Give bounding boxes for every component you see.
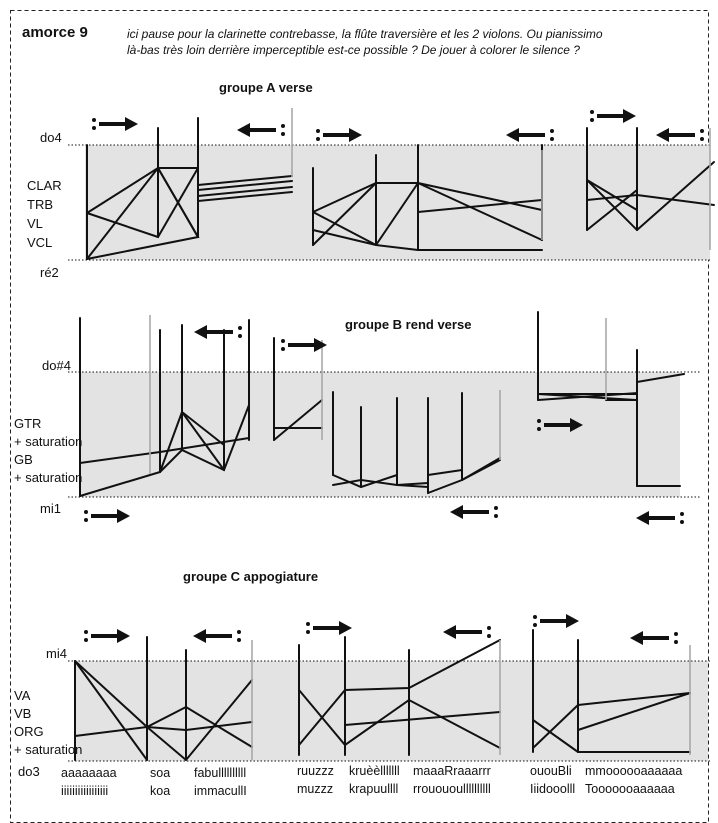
repeat-end-arrow-icon [506, 128, 554, 142]
instruction-note-line-2: là-bas très loin derrière imperceptible … [127, 43, 580, 57]
syllable-top: maaaRraaarrr [413, 764, 491, 778]
repeat-start-arrow-icon [590, 109, 636, 123]
repeat-start-arrow-icon [84, 629, 130, 643]
repeat-start-arrow-icon [533, 614, 579, 628]
group-c-instrument-1: VA [14, 688, 31, 703]
syllable-bottom: iiiiiiiiiiiiiiiii [61, 784, 109, 798]
syllable-bottom: immacullI [194, 784, 247, 798]
repeat-end-arrow-icon [450, 505, 498, 519]
group-c-top-pitch: mi4 [46, 646, 67, 661]
group-a-staff [68, 108, 715, 261]
group-c-band [75, 661, 708, 761]
repeat-end-arrow-icon [630, 631, 678, 645]
group-c-instrument-2: VB [14, 706, 32, 721]
syllable-bottom: rrouououllllllllll [413, 782, 491, 796]
group-a-heading: groupe A verse [219, 80, 313, 95]
repeat-end-arrow-icon [443, 625, 491, 639]
group-b-bottom-pitch: mi1 [40, 501, 61, 516]
repeat-end-arrow-icon [194, 325, 242, 339]
group-b-top-pitch: do#4 [42, 358, 71, 373]
syllable-bottom: koa [150, 784, 171, 798]
syllable-top: fabullllllllll [194, 766, 247, 780]
group-b-band [80, 372, 680, 497]
syllable-bottom: Iiidooolll [530, 782, 576, 796]
group-c-heading: groupe C appogiature [183, 569, 319, 584]
syllable-top: ruuzzz [297, 764, 334, 778]
syllable-bottom: Tooooooaaaaaa [585, 782, 675, 796]
page-title: amorce 9 [22, 24, 88, 41]
group-b-staff [68, 311, 700, 498]
repeat-start-arrow-icon [281, 338, 327, 352]
group-a-instrument-2: TRB [27, 197, 53, 212]
repeat-start-arrow-icon [84, 509, 130, 523]
syllable-top: aaaaaaaa [61, 766, 117, 780]
repeat-end-arrow-icon [656, 128, 704, 142]
repeat-end-arrow-icon [193, 629, 241, 643]
repeat-start-arrow-icon [537, 418, 583, 432]
group-c-staff [68, 629, 710, 762]
repeat-start-arrow-icon [306, 621, 352, 635]
syllable-top: kruèèlllllll [349, 764, 400, 778]
repeat-start-arrow-icon [92, 117, 138, 131]
group-a-bottom-pitch: ré2 [40, 265, 59, 280]
group-b-instrument-4: + saturation [14, 470, 83, 485]
syllable-bottom: muzzz [297, 782, 334, 796]
group-a-top-pitch: do4 [40, 130, 62, 145]
repeat-end-arrow-icon [636, 511, 684, 525]
group-a-instrument-4: VCL [27, 235, 53, 250]
repeat-start-arrow-icon [316, 128, 362, 142]
repeat-end-arrow-icon [237, 123, 285, 137]
syllable-top: soa [150, 766, 171, 780]
group-c-instrument-4: + saturation [14, 742, 83, 757]
group-b-instrument-3: GB [14, 452, 33, 467]
group-b-instrument-1: GTR [14, 416, 42, 431]
instruction-note-line-1: ici pause pour la clarinette contrebasse… [127, 27, 603, 41]
syllable-top: ououBli [530, 764, 572, 778]
syllable-top: mmoooooaaaaaa [585, 764, 683, 778]
group-b-heading: groupe B rend verse [345, 317, 472, 332]
group-c-instrument-3: ORG [14, 724, 44, 739]
group-c-bottom-pitch: do3 [18, 764, 40, 779]
group-a-instrument-1: CLAR [27, 178, 62, 193]
group-a-band [85, 145, 710, 260]
group-a-instrument-3: VL [27, 216, 43, 231]
syllable-bottom: krapuullll [349, 782, 399, 796]
group-b-instrument-2: + saturation [14, 434, 83, 449]
